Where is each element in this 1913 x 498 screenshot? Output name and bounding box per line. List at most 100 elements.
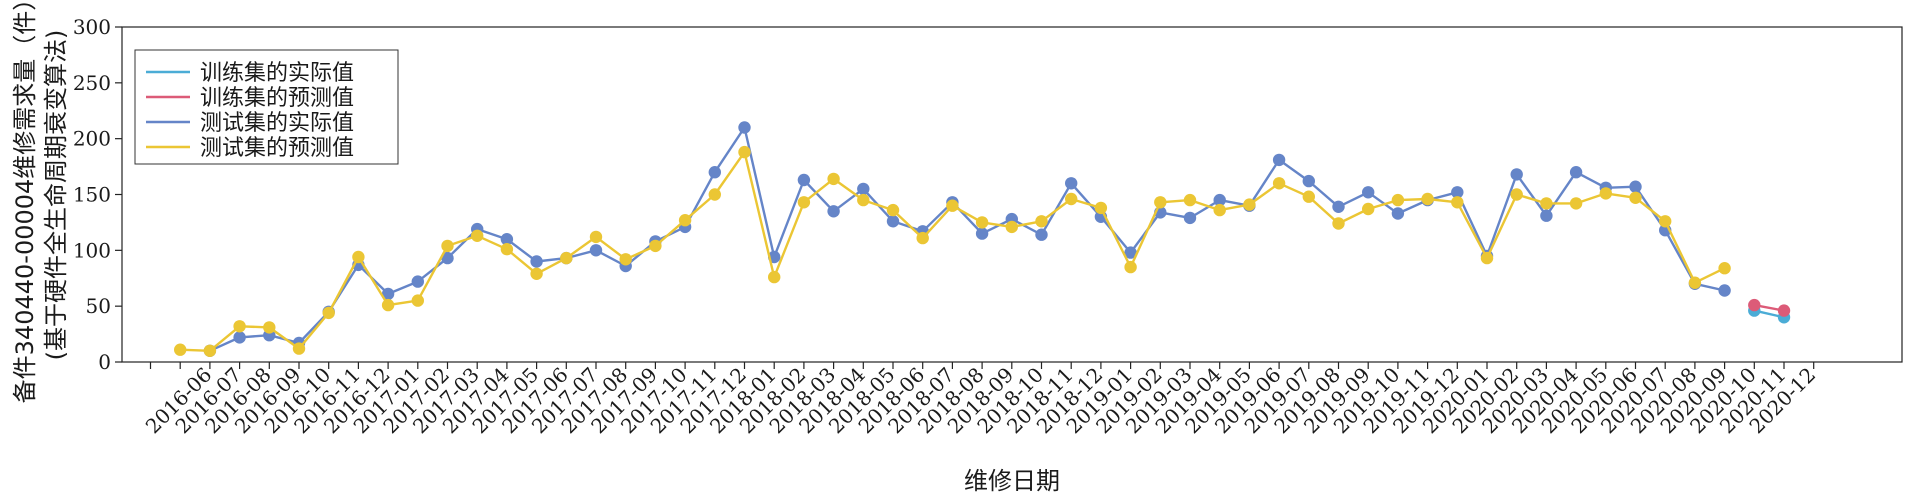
series-3-point	[708, 188, 721, 201]
series-2-point	[1272, 153, 1286, 167]
series-3-point	[263, 321, 276, 334]
series-3-point	[471, 229, 484, 242]
series-3-point	[1183, 193, 1197, 207]
series-3-point	[352, 250, 365, 264]
series-3-point	[560, 251, 573, 265]
series-3-point	[827, 172, 840, 186]
series-3-point	[1510, 188, 1523, 201]
series-2-point	[1540, 209, 1553, 222]
series-3-point	[1391, 193, 1405, 207]
series-3-point	[797, 196, 811, 209]
series-3-point	[1569, 197, 1583, 210]
series-2-point	[233, 331, 246, 344]
y-axis-label-line1: 备件340440-00004维修需求量（件）	[11, 0, 39, 403]
series-3-point	[1599, 187, 1613, 200]
y-tick-label: 0	[98, 350, 111, 374]
y-tick-label: 150	[73, 183, 111, 207]
series-1	[1748, 298, 1791, 317]
series-3-point	[678, 214, 692, 227]
series-3-point	[381, 298, 395, 312]
series-3-point	[1362, 202, 1375, 216]
series-2-point	[381, 287, 395, 301]
series-3-point	[1243, 198, 1256, 211]
legend-label-train-actual: 训练集的实际值	[200, 61, 354, 86]
series-2-point	[530, 255, 543, 268]
series-layer	[174, 121, 1791, 357]
series-1-point	[1748, 298, 1761, 312]
y-tick-label: 200	[73, 127, 111, 151]
series-3-point	[738, 145, 751, 159]
y-axis-label-line2: (基于硬件全生命周期衰变算法)	[42, 30, 70, 361]
series-3-point	[1540, 197, 1553, 210]
series-3-point	[946, 199, 959, 212]
series-3-point	[322, 306, 335, 320]
series-3-point	[1421, 192, 1434, 206]
series-2-point	[411, 275, 424, 288]
series-2-point	[975, 227, 989, 240]
series-2-point	[500, 233, 514, 246]
series-2-point	[1124, 246, 1137, 259]
legend-box	[134, 49, 399, 165]
legend: 训练集的实际值 训练集的预测值 测试集的实际值 测试集的预测值	[134, 49, 399, 165]
legend-label-test-pred: 测试集的预测值	[200, 136, 354, 161]
series-2-point	[1183, 211, 1197, 225]
x-axis: 2016-062016-072016-082016-092016-102016-…	[141, 362, 1820, 438]
series-3-point	[233, 320, 246, 333]
series-2-point	[1510, 168, 1523, 181]
y-axis: 0 50 100 150 200 250 300	[73, 15, 122, 374]
y-tick-label: 300	[73, 15, 111, 39]
series-2-point	[1362, 186, 1375, 199]
series-2-point	[1302, 174, 1316, 188]
series-3-point	[1688, 276, 1702, 289]
series-3-point	[1213, 203, 1226, 217]
series-3-point	[916, 231, 929, 245]
series-3-point	[203, 344, 217, 357]
series-3-point	[1005, 220, 1018, 234]
series-2-point	[1035, 228, 1048, 241]
series-3-point	[1629, 191, 1642, 204]
series-3-point	[500, 243, 514, 256]
series-3-point	[1332, 217, 1345, 230]
legend-label-test-actual: 测试集的实际值	[200, 111, 354, 136]
series-3-point	[857, 193, 870, 207]
series-3-point	[1065, 192, 1078, 206]
series-3-point	[649, 239, 662, 253]
series-2-point	[797, 173, 811, 187]
series-3-point	[975, 216, 989, 229]
series-3-point	[1451, 196, 1464, 209]
series-3-point	[411, 294, 424, 307]
series-2-point	[1391, 207, 1405, 220]
series-2-point	[1569, 166, 1583, 179]
series-3-point	[292, 342, 306, 355]
series-3-point	[886, 203, 900, 217]
series-2-point	[886, 215, 900, 228]
series-3-point	[1035, 215, 1048, 228]
series-2-point	[827, 205, 840, 218]
series-3-point	[1124, 260, 1137, 274]
series-2-point	[708, 166, 721, 179]
series-2-point	[1213, 193, 1226, 207]
series-3-point	[441, 239, 454, 253]
series-2-point	[1629, 180, 1642, 193]
series-3-point	[589, 230, 603, 244]
series-3-point	[1659, 215, 1672, 228]
series-3-point	[768, 270, 781, 284]
series-2-point	[1718, 284, 1731, 297]
series-3-point	[174, 343, 187, 356]
series-3-point	[1154, 196, 1167, 209]
y-tick-label: 100	[73, 238, 111, 262]
series-3-point	[619, 253, 632, 266]
x-axis-label: 维修日期	[964, 467, 1060, 495]
series-3	[174, 145, 1731, 357]
series-3-point	[1272, 177, 1286, 190]
series-2-point	[441, 251, 454, 265]
series-3-point	[1302, 190, 1316, 203]
series-3-point	[530, 267, 543, 280]
series-2-point	[589, 244, 603, 257]
legend-label-train-pred: 训练集的预测值	[200, 86, 354, 111]
series-2-point	[738, 121, 751, 134]
series-2-point	[1332, 200, 1345, 213]
series-3-point	[1480, 251, 1494, 265]
series-2-point	[1451, 186, 1464, 199]
series-1-point	[1777, 304, 1791, 317]
